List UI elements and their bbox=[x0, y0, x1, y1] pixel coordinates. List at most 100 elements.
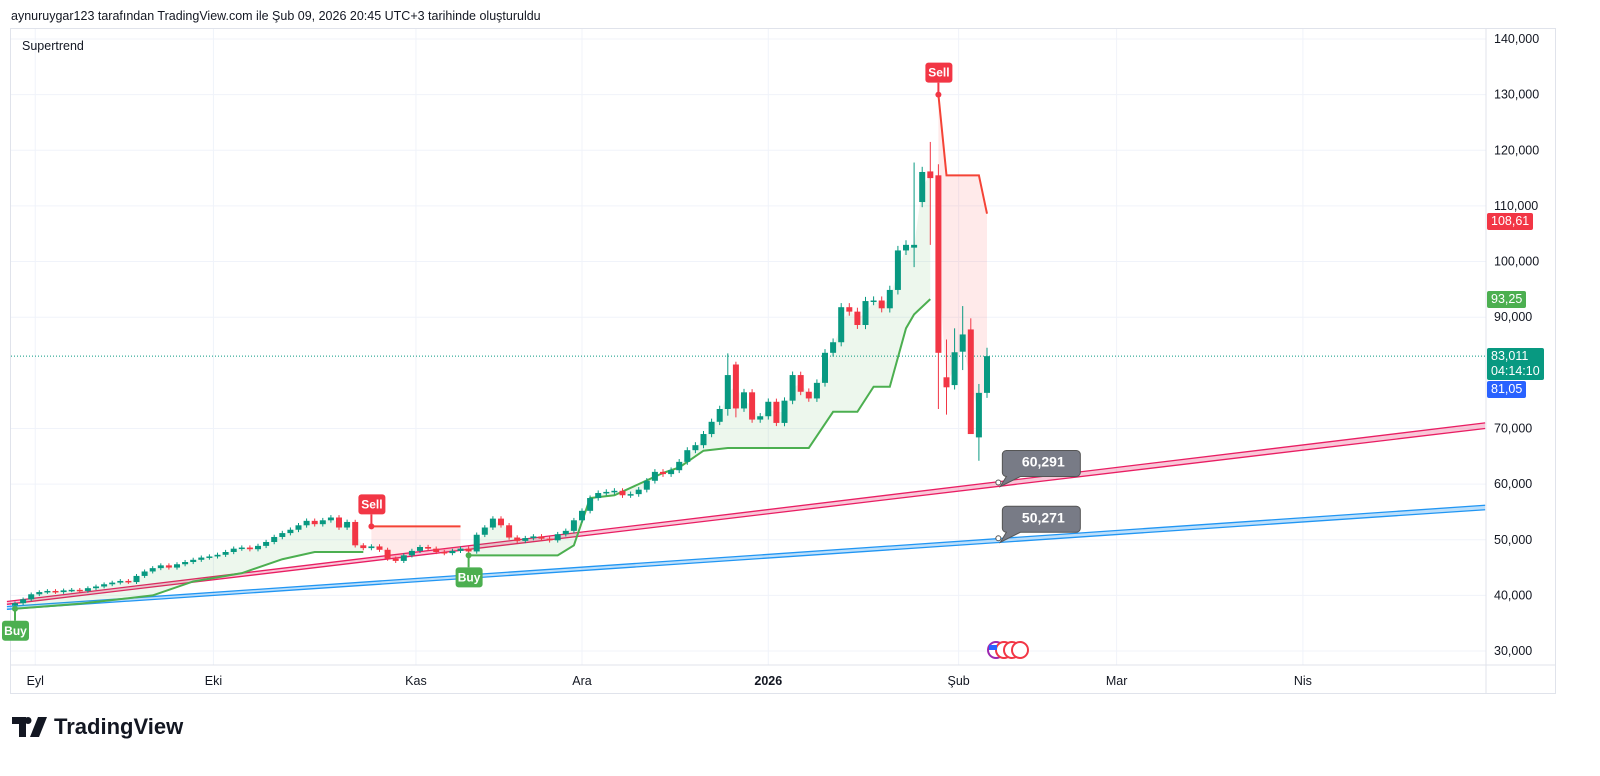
candle bbox=[660, 469, 666, 477]
candle bbox=[360, 543, 367, 551]
candle-body bbox=[570, 520, 577, 531]
x-tick-label: Eyl bbox=[27, 674, 44, 688]
candle bbox=[408, 548, 415, 558]
candle-body bbox=[360, 545, 367, 549]
candle-body bbox=[935, 175, 942, 353]
candle bbox=[676, 459, 683, 474]
candle bbox=[757, 413, 764, 423]
candle bbox=[441, 549, 448, 556]
supertrend-down-fill bbox=[938, 94, 987, 416]
candle-body bbox=[311, 520, 318, 525]
candle bbox=[870, 296, 877, 306]
candle bbox=[562, 528, 569, 537]
candle bbox=[975, 383, 982, 461]
candle-body bbox=[514, 537, 521, 541]
candle bbox=[246, 545, 253, 552]
candle-body bbox=[481, 527, 488, 535]
candle bbox=[498, 516, 504, 528]
candle bbox=[368, 544, 375, 551]
candle bbox=[425, 544, 432, 551]
candle bbox=[700, 430, 707, 449]
candle-body bbox=[222, 552, 229, 555]
candle-body bbox=[36, 592, 43, 595]
candle-body bbox=[263, 541, 270, 546]
candle bbox=[174, 562, 180, 570]
candle bbox=[311, 518, 318, 527]
candle bbox=[198, 555, 205, 562]
candle bbox=[238, 545, 245, 551]
candle bbox=[165, 563, 172, 570]
candle bbox=[384, 547, 391, 561]
us-event-flag-icon bbox=[1011, 641, 1029, 659]
candle-body bbox=[449, 550, 456, 554]
candle-body bbox=[854, 311, 861, 325]
candle bbox=[52, 589, 59, 594]
candle-body bbox=[838, 307, 845, 343]
candle-body bbox=[643, 480, 650, 490]
candle-body bbox=[984, 356, 990, 393]
candle bbox=[457, 546, 464, 554]
candle bbox=[830, 338, 837, 357]
chart-pane[interactable] bbox=[10, 28, 1556, 694]
indicator-legend[interactable]: Supertrend bbox=[22, 39, 84, 53]
candle-body bbox=[149, 568, 156, 572]
trendline-anchor bbox=[995, 479, 1002, 486]
candle-body bbox=[749, 392, 756, 420]
pink-trendline-upper bbox=[6, 422, 1486, 603]
candle-body bbox=[20, 599, 27, 604]
candle-body bbox=[287, 529, 294, 534]
candle-body bbox=[530, 536, 537, 539]
candle-body bbox=[700, 434, 707, 446]
candle-body bbox=[903, 244, 909, 251]
tradingview-logo[interactable]: TradingView bbox=[12, 714, 183, 740]
price-tag-value: 108,61 bbox=[1491, 213, 1530, 228]
price-callout-label: 60,291 bbox=[1022, 454, 1065, 470]
us-flag-icon bbox=[989, 645, 997, 650]
candle bbox=[530, 534, 537, 541]
candle bbox=[692, 442, 699, 454]
price-tag-value: 83,011 bbox=[1491, 349, 1529, 364]
candle-body bbox=[344, 521, 351, 528]
pink-channel-fill bbox=[6, 422, 1486, 605]
candle bbox=[805, 388, 812, 402]
candle bbox=[473, 532, 480, 554]
candle bbox=[862, 296, 869, 330]
price-tag-value: 93,25 bbox=[1491, 292, 1523, 307]
candle-body bbox=[465, 548, 472, 552]
candle-body bbox=[376, 546, 383, 550]
candle-body bbox=[765, 401, 772, 417]
candle bbox=[190, 557, 197, 565]
sell-signal-badge bbox=[925, 62, 953, 83]
candle bbox=[392, 556, 399, 563]
candle-body bbox=[473, 534, 480, 552]
candle-body bbox=[238, 547, 245, 550]
candle-body bbox=[408, 550, 415, 556]
candle bbox=[554, 531, 561, 543]
candle bbox=[125, 579, 132, 584]
candle bbox=[822, 349, 828, 387]
x-tick-label: Kas bbox=[405, 674, 427, 688]
x-tick-label: Eki bbox=[205, 674, 222, 688]
price-tag: 108,61 bbox=[1487, 212, 1534, 230]
candle bbox=[117, 579, 124, 585]
candle-body bbox=[651, 471, 658, 481]
price-tag: 93,25 bbox=[1487, 291, 1527, 309]
candle bbox=[141, 569, 148, 578]
candle bbox=[635, 487, 642, 497]
candle-body bbox=[246, 547, 253, 550]
candle-body bbox=[28, 594, 35, 600]
candle bbox=[255, 543, 261, 552]
candle-body bbox=[554, 534, 561, 541]
candle bbox=[230, 546, 237, 555]
candle bbox=[651, 469, 658, 484]
tradingview-wordmark: TradingView bbox=[54, 714, 184, 739]
candle-body bbox=[76, 589, 83, 592]
buy-signal-badge bbox=[2, 620, 29, 641]
candle bbox=[417, 544, 423, 554]
candle-body bbox=[198, 557, 205, 560]
candle-body bbox=[433, 548, 440, 553]
candle-body bbox=[967, 329, 974, 435]
pink-trendline-lower bbox=[6, 427, 1486, 605]
candle bbox=[279, 530, 286, 540]
